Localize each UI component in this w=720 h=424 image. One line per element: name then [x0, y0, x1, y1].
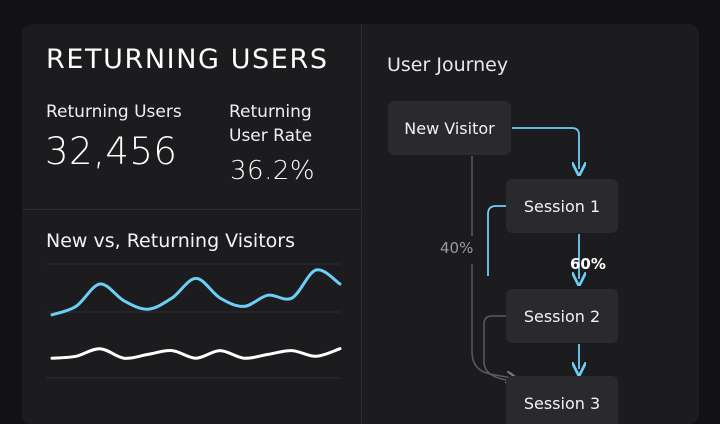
node-new-visitor: New Visitor: [388, 101, 511, 155]
arrow-return-to-session1: [487, 206, 519, 276]
node-session-2: Session 2: [506, 289, 618, 343]
line-session2-to-session3: [483, 315, 520, 381]
node-session-3: Session 3: [506, 376, 618, 424]
returning-rate-value: 36.2%: [230, 156, 316, 186]
node-session-1: Session 1: [506, 179, 618, 233]
returning-users-value: 32,456: [45, 130, 178, 173]
session1-to-session2-percent-label: 60%: [570, 255, 606, 273]
return-percent-label: 40%: [440, 239, 474, 257]
returning-users-label: Returning Users: [46, 102, 182, 122]
journey-title: User Journey: [387, 54, 509, 76]
vertical-divider: [361, 24, 362, 424]
returning-users-panel: RETURNING USERS Returning Users 32,456 R…: [22, 24, 699, 424]
chart-title: New vs, Returning Visitors: [46, 230, 295, 252]
chart-series-line-1: [50, 268, 342, 317]
returning-rate-label-line1: Returning: [229, 102, 312, 122]
returning-rate-label: Returning User Rate: [229, 100, 339, 148]
line-chart: [46, 263, 342, 379]
page-title: RETURNING USERS: [46, 44, 329, 75]
horizontal-divider: [22, 209, 361, 210]
chart-series-line-2: [50, 347, 342, 360]
arrow-newvisitor-to-session1: [512, 127, 579, 169]
returning-rate-label-line2: User Rate: [229, 126, 313, 146]
journey-connectors: [471, 127, 699, 424]
